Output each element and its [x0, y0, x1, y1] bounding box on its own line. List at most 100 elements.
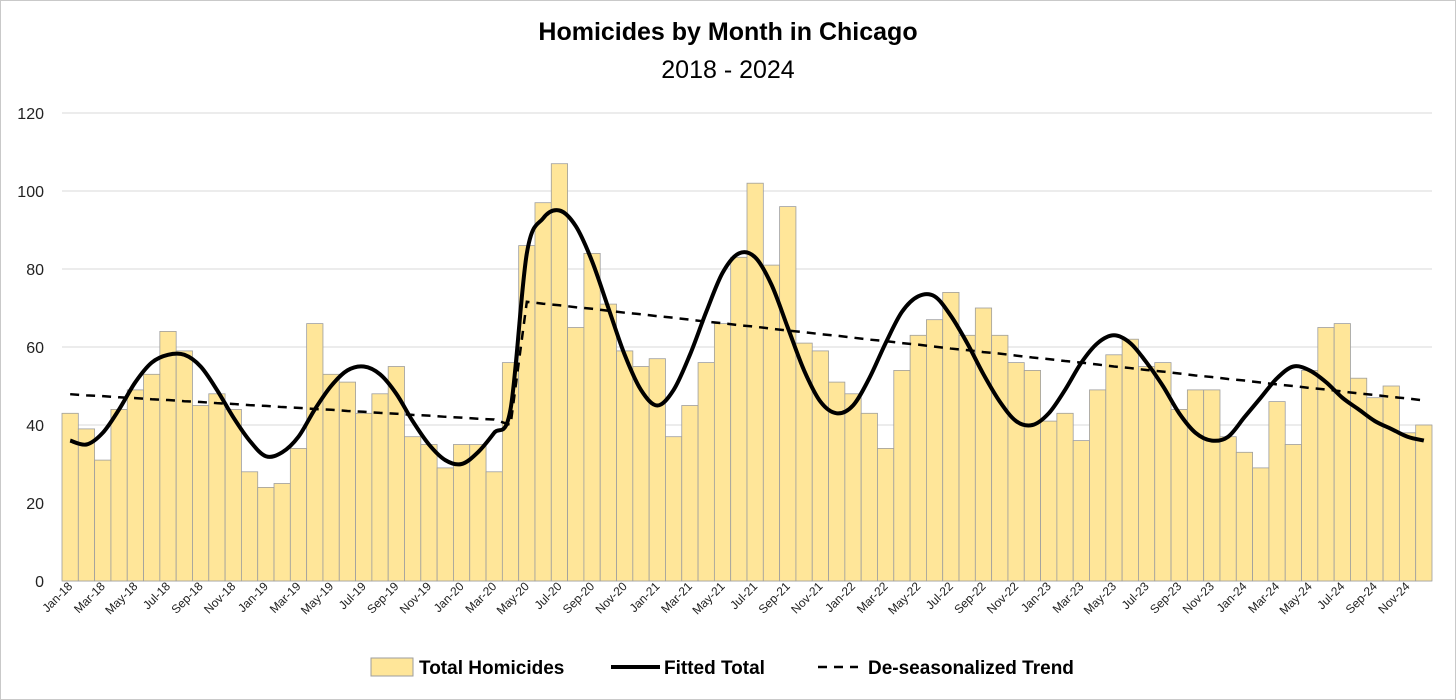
x-tick-label: Jan-24 — [1214, 579, 1250, 615]
bar — [697, 362, 715, 582]
y-tick-label: 0 — [35, 574, 44, 591]
bar — [877, 447, 895, 582]
bar — [713, 323, 732, 582]
bar — [1268, 401, 1286, 582]
bar — [1333, 323, 1351, 582]
bar — [1121, 338, 1139, 582]
bar — [665, 436, 683, 582]
bar — [1301, 369, 1319, 582]
bar — [762, 264, 781, 582]
bar — [192, 405, 210, 582]
bar — [616, 350, 634, 582]
bar — [175, 350, 193, 582]
chart-title: Homicides by Month in Chicago — [538, 18, 918, 46]
bar — [289, 447, 308, 582]
bar — [583, 252, 601, 582]
bar — [860, 412, 878, 582]
bar — [1317, 327, 1335, 582]
legend-label-fitted-total: Fitted Total — [664, 658, 765, 679]
y-tick-label: 120 — [17, 106, 44, 123]
bar — [257, 486, 275, 582]
bar — [958, 334, 976, 582]
x-tick-label: Nov-22 — [984, 579, 1021, 616]
x-tick-label: Mar-18 — [71, 579, 108, 616]
y-tick-label: 20 — [26, 496, 44, 513]
bar — [1219, 436, 1237, 582]
bar — [159, 330, 177, 582]
bar — [942, 291, 960, 582]
bar — [94, 459, 112, 582]
bar — [1284, 444, 1302, 582]
bar — [648, 358, 666, 582]
bar — [893, 369, 911, 582]
x-tick-label: Jan-18 — [39, 579, 75, 615]
x-tick-label: Mar-24 — [1245, 579, 1282, 616]
y-tick-label: 40 — [26, 418, 44, 435]
bar-layer — [61, 163, 1433, 582]
x-tick-label: Nov-19 — [397, 579, 434, 616]
bar — [371, 393, 389, 582]
bar — [534, 202, 552, 582]
x-tick-label: Mar-21 — [658, 579, 695, 616]
bar — [1023, 369, 1041, 582]
chart-subtitle: 2018 - 2024 — [661, 56, 795, 84]
x-tick-label: Sep-23 — [1147, 579, 1184, 616]
bar — [387, 366, 405, 582]
legend-label-deseasonalized-trend: De-seasonalized Trend — [868, 658, 1074, 679]
bar — [1170, 408, 1188, 582]
x-tick-label: Nov-23 — [1180, 579, 1217, 616]
bar — [1415, 424, 1433, 582]
bar — [143, 373, 161, 582]
bar — [926, 319, 944, 582]
x-tick-label: Sep-18 — [168, 579, 205, 616]
legend-label-total-homicides: Total Homicides — [419, 658, 564, 679]
bar — [974, 307, 993, 582]
bar — [208, 393, 226, 582]
x-tick-label: Nov-24 — [1375, 579, 1412, 616]
x-tick-label: Sep-24 — [1343, 579, 1380, 616]
series-deseasonalized-trend — [70, 300, 1424, 427]
bar — [322, 373, 340, 582]
x-tick-label: Mar-20 — [463, 579, 500, 616]
bar — [1252, 467, 1270, 582]
y-tick-label: 80 — [26, 262, 44, 279]
bar — [273, 483, 291, 582]
bar — [844, 393, 862, 582]
x-tick-label: May-21 — [689, 579, 727, 617]
bar — [436, 467, 454, 582]
bar — [1089, 389, 1107, 582]
bar — [1138, 366, 1156, 582]
bar — [779, 206, 797, 582]
bar — [681, 405, 699, 582]
x-tick-label: May-18 — [102, 579, 140, 617]
bar — [1382, 385, 1400, 582]
x-tick-label: Nov-20 — [593, 579, 630, 616]
x-tick-label: Jan-19 — [235, 579, 271, 615]
y-tick-label: 60 — [26, 340, 44, 357]
bar — [730, 256, 748, 582]
legend-swatch-total-homicides — [370, 657, 414, 677]
bar — [485, 471, 503, 582]
bar — [1105, 354, 1123, 582]
bar — [420, 444, 438, 582]
bar — [567, 327, 585, 582]
x-tick-label: Sep-22 — [951, 579, 988, 616]
bar — [126, 389, 144, 582]
x-tick-label: Sep-21 — [756, 579, 793, 616]
bar — [1056, 412, 1074, 582]
bar — [110, 408, 128, 582]
x-tick-label: Nov-18 — [201, 579, 238, 616]
bar — [1186, 389, 1205, 582]
x-tick-label: Jan-23 — [1018, 579, 1054, 615]
bar — [550, 163, 568, 582]
x-tick-label: May-24 — [1277, 579, 1315, 617]
bar — [991, 334, 1009, 582]
x-tick-label: May-20 — [494, 579, 532, 617]
bar — [355, 412, 373, 582]
bar — [224, 408, 242, 582]
bar — [1007, 362, 1025, 582]
bar — [1072, 440, 1090, 582]
x-tick-label: May-19 — [298, 579, 336, 617]
bar — [241, 471, 259, 582]
bar — [1235, 451, 1253, 582]
